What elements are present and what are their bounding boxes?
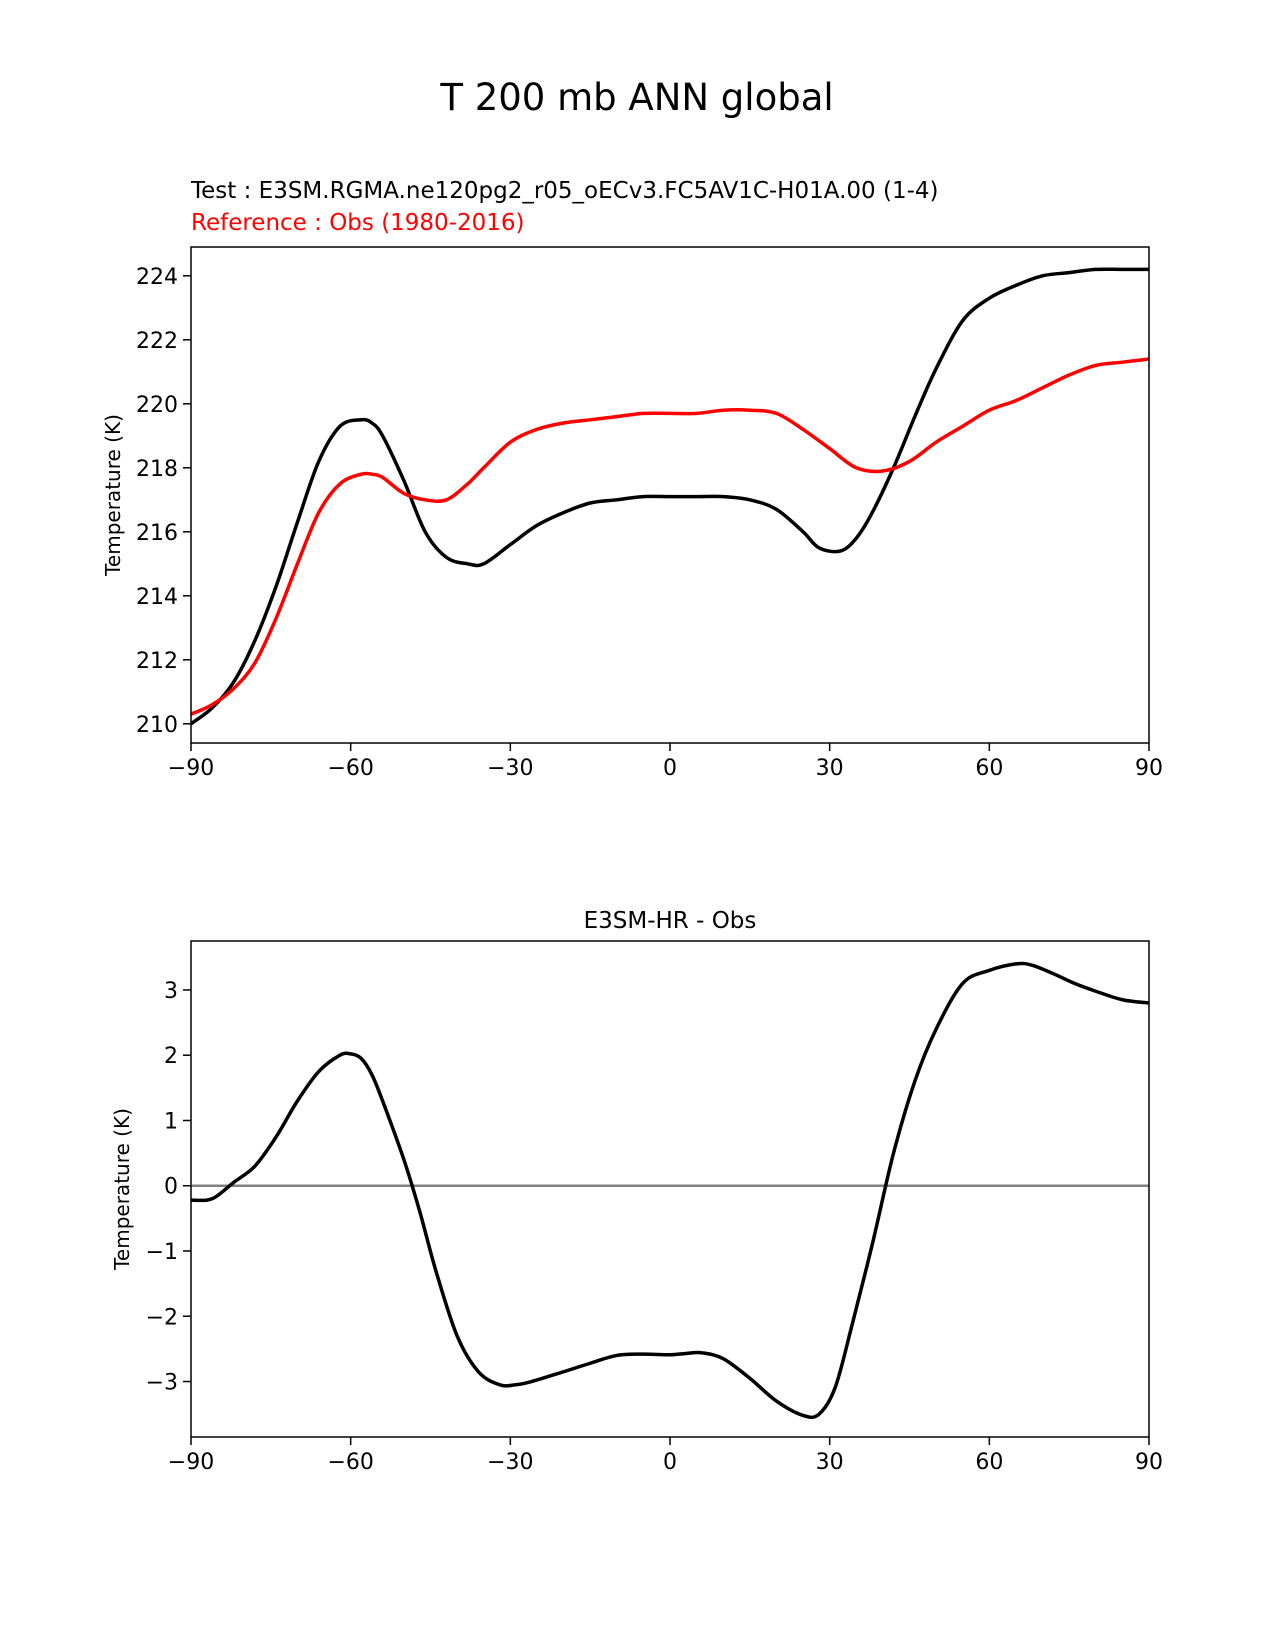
bottom-panel: E3SM-HR - Obs −90 −60 −30 0 30 60 90 −3 −2 −1 0 1 2 3… <box>110 908 1163 1475</box>
x-tick-label: −60 <box>327 756 373 781</box>
x-tick-label: 90 <box>1135 756 1163 781</box>
x-tick-label: 30 <box>816 1450 844 1475</box>
test-label: Test : E3SM.RGMA.ne120pg2_r05_oECv3.FC5A… <box>190 178 938 204</box>
y-tick-label: 218 <box>136 457 178 482</box>
figure-title: T 200 mb ANN global <box>439 76 833 119</box>
y-tick-label: −2 <box>146 1305 178 1330</box>
y-tick-label: 224 <box>136 265 178 290</box>
x-tick-label: 30 <box>816 756 844 781</box>
y-tick-label: 1 <box>164 1109 178 1134</box>
y-tick-label: 210 <box>136 713 178 738</box>
y-tick-label: 2 <box>164 1044 178 1069</box>
y-axis-label: Temperature (K) <box>110 1108 134 1271</box>
x-tick-label: −60 <box>327 1450 373 1475</box>
y-tick-label: 220 <box>136 393 178 418</box>
x-tick-label: 60 <box>975 756 1003 781</box>
y-tick-label: 214 <box>136 585 178 610</box>
plot-frame <box>190 940 1150 1438</box>
y-tick-label: 222 <box>136 329 178 354</box>
x-tick-label: −30 <box>487 756 533 781</box>
y-tick-label: 212 <box>136 649 178 674</box>
top-plot-area: −90 −60 −30 0 30 60 90 210 212 214 216 218 220 222 224… <box>101 246 1163 781</box>
x-tick-label: 60 <box>975 1450 1003 1475</box>
test-line <box>191 267 1149 726</box>
y-axis-label: Temperature (K) <box>101 414 125 577</box>
x-tick-label: 0 <box>663 756 677 781</box>
reference-line <box>191 357 1149 716</box>
x-tick-label: −30 <box>487 1450 533 1475</box>
x-tick-label: 90 <box>1135 1450 1163 1475</box>
x-tick-label: 0 <box>663 1450 677 1475</box>
y-tick-label: 0 <box>164 1175 178 1200</box>
x-tick-label: −90 <box>168 756 214 781</box>
reference-label: Reference : Obs (1980-2016) <box>191 210 525 236</box>
difference-line <box>191 961 1149 1420</box>
bottom-plot-area: −90 −60 −30 0 30 60 90 −3 −2 −1 0 1 2 3 Temperature (K… <box>110 940 1163 1475</box>
x-tick-label: −90 <box>168 1450 214 1475</box>
y-tick-label: 216 <box>136 521 178 546</box>
y-tick-label: −3 <box>146 1371 178 1396</box>
top-panel: Test : E3SM.RGMA.ne120pg2_r05_oECv3.FC5A… <box>101 178 1163 781</box>
y-tick-label: −1 <box>146 1240 178 1265</box>
y-tick-label: 3 <box>164 979 178 1004</box>
difference-title: E3SM-HR - Obs <box>584 908 757 934</box>
